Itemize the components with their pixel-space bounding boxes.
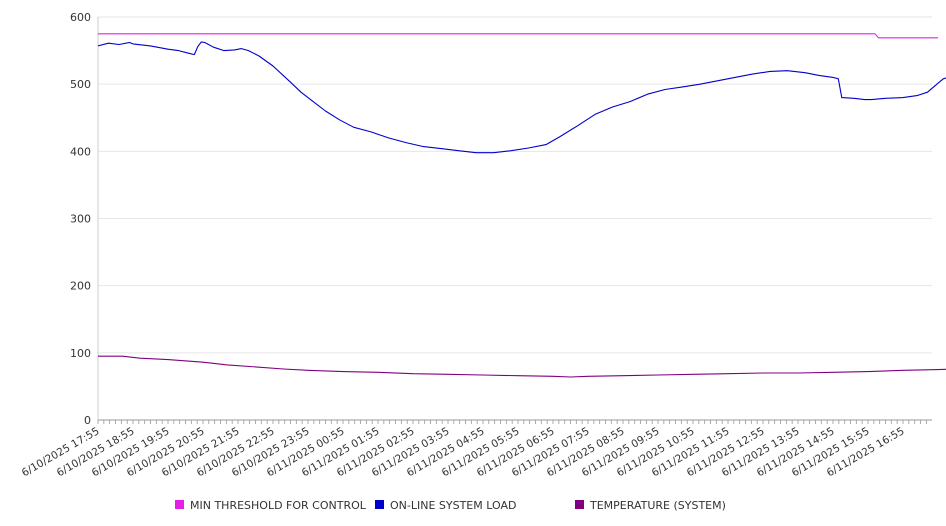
- y-tick-label: 0: [84, 414, 91, 427]
- legend-item: TEMPERATURE (SYSTEM): [575, 499, 726, 512]
- y-tick-label: 500: [70, 78, 91, 91]
- legend-item: ON-LINE SYSTEM LOAD: [375, 499, 516, 512]
- grid-layer: [98, 16, 932, 354]
- legend-label: ON-LINE SYSTEM LOAD: [390, 499, 516, 512]
- legend-swatch: [175, 500, 184, 509]
- legend-label: MIN THRESHOLD FOR CONTROL: [190, 499, 367, 512]
- legend-swatch: [375, 500, 384, 509]
- y-tick-label: 200: [70, 280, 91, 293]
- y-tick-label: 400: [70, 145, 91, 158]
- axis-layer: [97, 17, 932, 424]
- legend-swatch: [575, 500, 584, 509]
- legend-label: TEMPERATURE (SYSTEM): [589, 499, 726, 512]
- series-line-on-line-system-load: [97, 41, 946, 154]
- x-tick-labels: 6/10/2025 17:556/10/2025 18:556/10/2025 …: [20, 425, 907, 479]
- y-tick-label: 600: [70, 11, 91, 24]
- series-line-temperature-system: [98, 355, 946, 378]
- y-tick-label: 300: [70, 213, 91, 226]
- series-layer: [97, 33, 946, 378]
- y-tick-label: 100: [70, 347, 91, 360]
- series-line-min-threshold-for-control: [98, 33, 938, 39]
- legend-item: MIN THRESHOLD FOR CONTROL: [175, 499, 367, 512]
- legend: MIN THRESHOLD FOR CONTROL ON-LINE SYSTEM …: [175, 499, 726, 512]
- y-tick-labels: 0 100 200 300 400 500 600: [70, 11, 91, 427]
